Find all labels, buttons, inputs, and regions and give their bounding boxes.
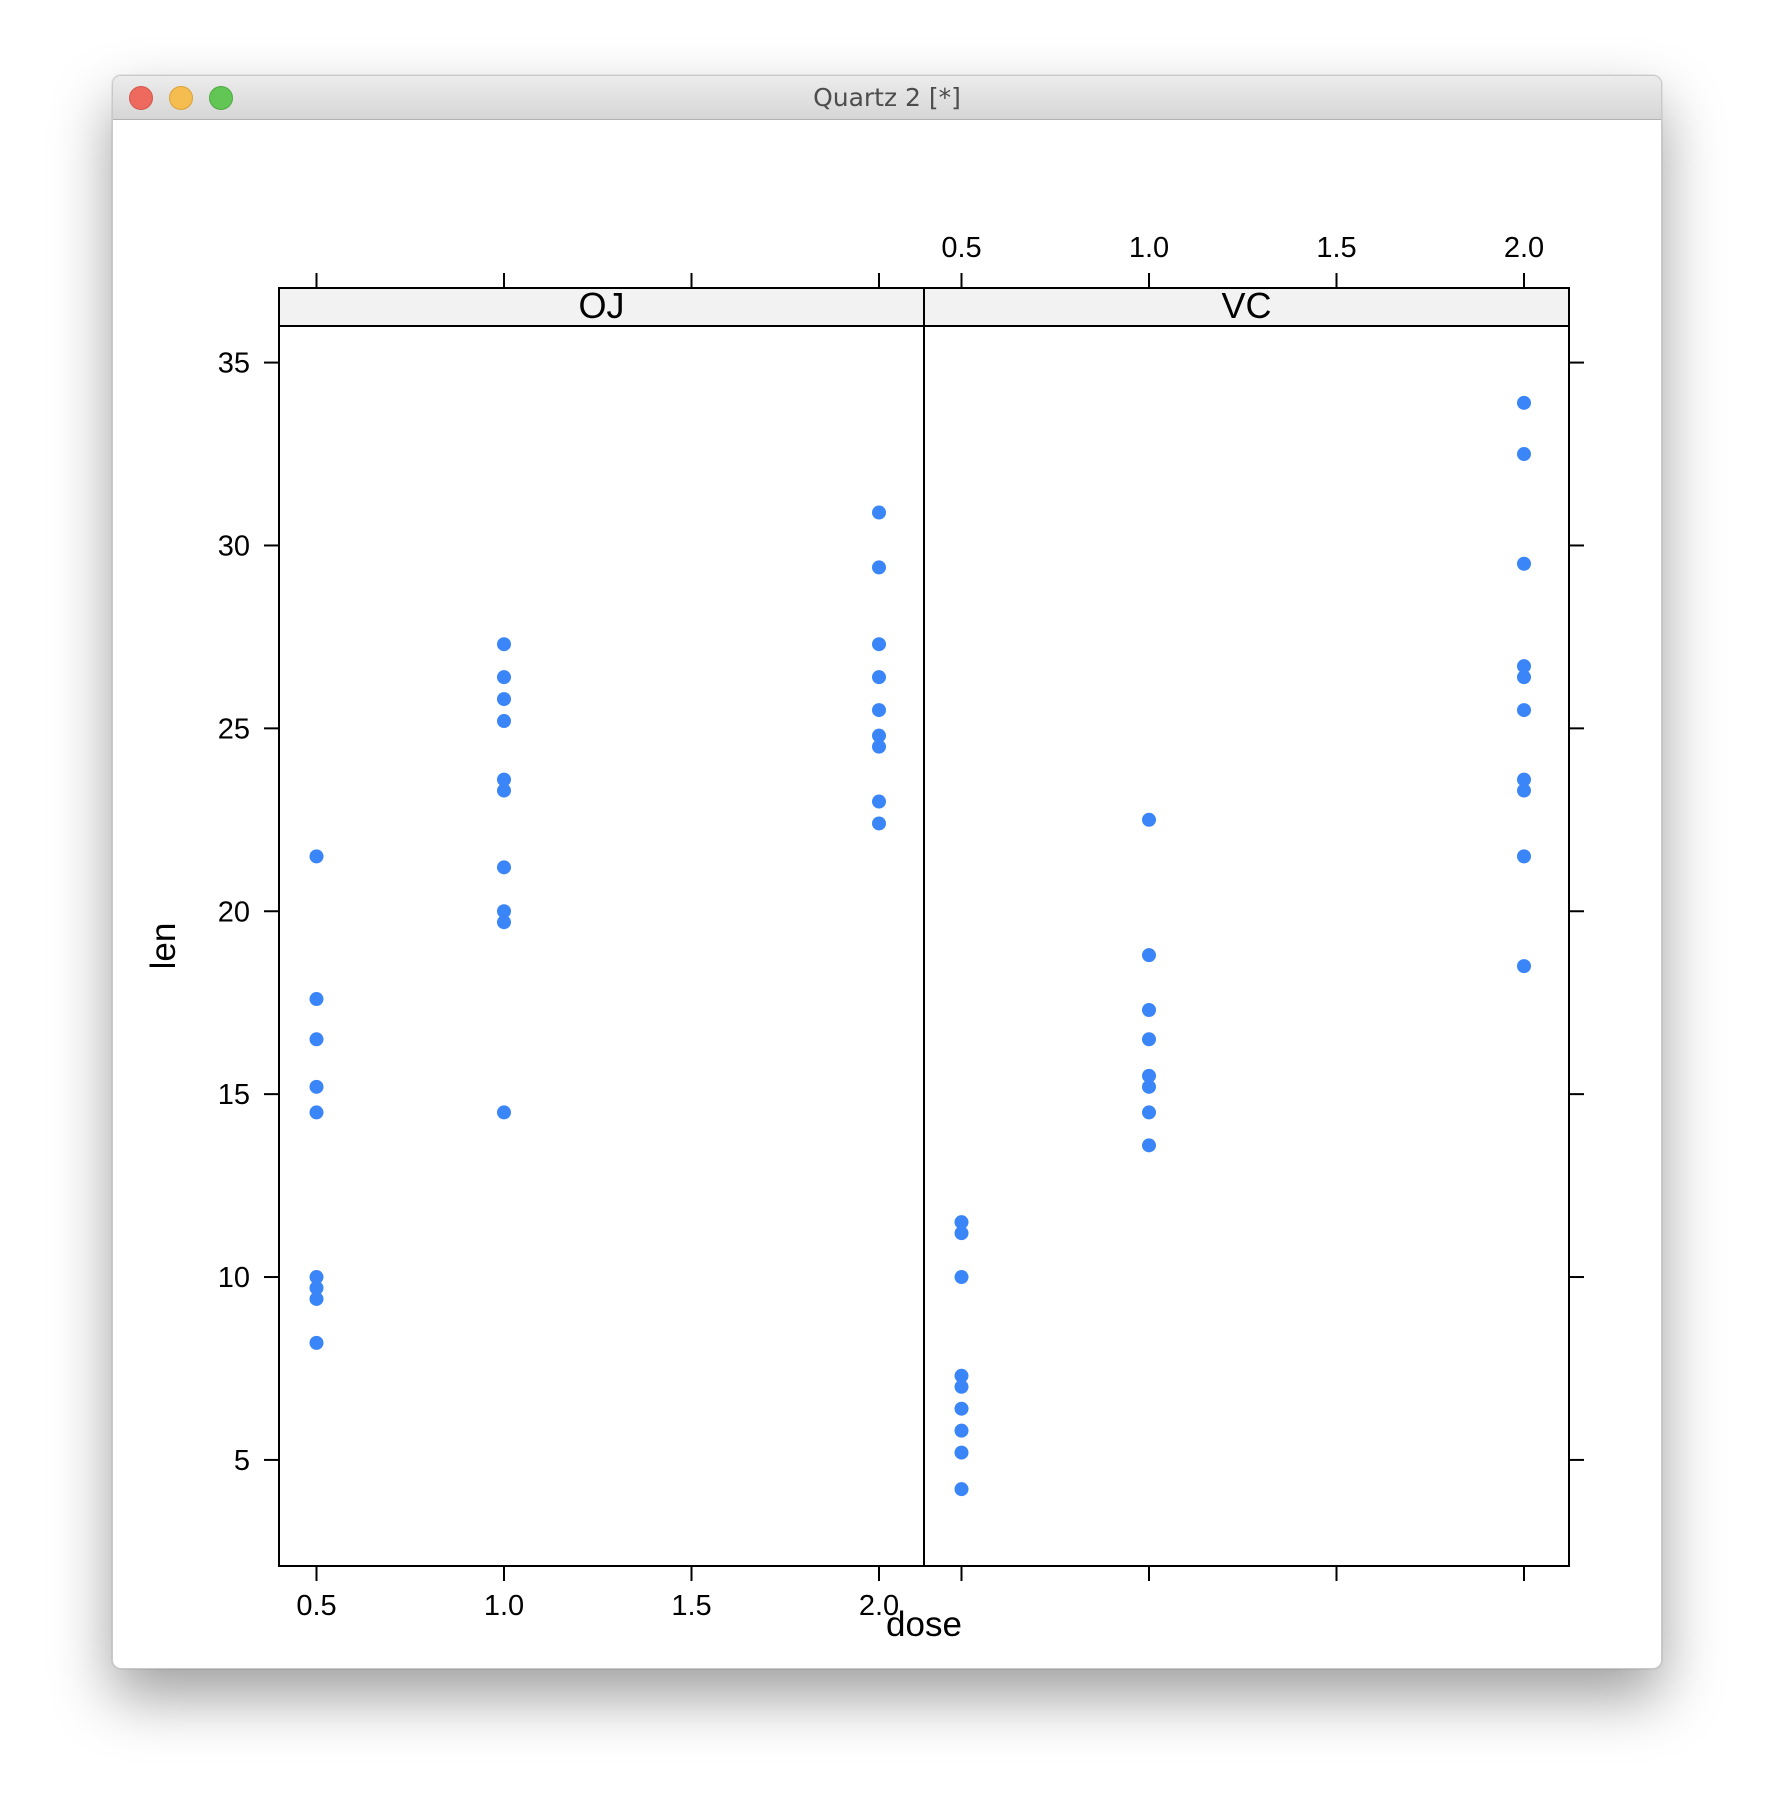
data-point-vc bbox=[1517, 703, 1531, 718]
strip-vc bbox=[923, 287, 1570, 327]
x-tick-label-bottom: 1.0 bbox=[484, 1590, 524, 1622]
data-point-vc bbox=[1517, 395, 1531, 410]
data-point-vc bbox=[1142, 948, 1156, 963]
data-point-vc bbox=[954, 1401, 969, 1416]
data-point-oj bbox=[497, 637, 511, 652]
data-point-oj bbox=[872, 637, 886, 652]
data-point-oj bbox=[872, 794, 886, 809]
data-point-oj bbox=[497, 860, 511, 875]
strip-label-vc: VC bbox=[1221, 285, 1271, 326]
data-point-vc bbox=[1142, 1079, 1156, 1094]
title-bar[interactable]: Quartz 2 [*] bbox=[113, 76, 1661, 120]
data-point-oj bbox=[497, 714, 511, 729]
data-point-vc bbox=[954, 1270, 969, 1285]
data-point-oj bbox=[497, 670, 511, 685]
y-tick-label: 5 bbox=[234, 1445, 250, 1477]
zoom-button[interactable] bbox=[209, 86, 233, 110]
y-tick-label: 25 bbox=[218, 713, 250, 745]
x-axis-title: dose bbox=[886, 1605, 962, 1644]
data-point-vc bbox=[954, 1226, 969, 1241]
minimize-button[interactable] bbox=[169, 86, 193, 110]
data-point-vc bbox=[1517, 959, 1531, 974]
x-tick-label-top: 1.0 bbox=[1129, 232, 1169, 264]
data-point-vc bbox=[1142, 1138, 1156, 1153]
data-point-oj bbox=[497, 915, 511, 930]
y-tick-label: 30 bbox=[218, 530, 250, 562]
data-point-oj bbox=[309, 1281, 324, 1296]
data-point-oj bbox=[309, 1105, 324, 1120]
data-point-vc bbox=[954, 1368, 969, 1383]
panel-frame-vc bbox=[923, 325, 1570, 1567]
strip-label-oj: OJ bbox=[578, 285, 624, 326]
data-point-oj bbox=[497, 904, 511, 919]
data-point-oj bbox=[872, 703, 886, 718]
data-point-vc bbox=[954, 1379, 969, 1394]
data-point-oj bbox=[872, 560, 886, 575]
data-point-oj bbox=[309, 1291, 324, 1306]
data-point-oj bbox=[497, 772, 511, 787]
x-tick-label-top: 0.5 bbox=[941, 232, 981, 264]
data-point-oj bbox=[309, 1270, 324, 1285]
x-tick-label-bottom: 0.5 bbox=[296, 1590, 336, 1622]
close-button[interactable] bbox=[129, 86, 153, 110]
data-point-vc bbox=[1142, 1032, 1156, 1047]
data-point-oj bbox=[872, 728, 886, 743]
data-point-vc bbox=[1142, 1068, 1156, 1083]
y-tick-label: 35 bbox=[218, 348, 250, 380]
data-point-oj bbox=[309, 992, 324, 1007]
x-tick-label-bottom: 2.0 bbox=[859, 1590, 899, 1622]
data-point-vc bbox=[1142, 1003, 1156, 1018]
y-tick-label: 20 bbox=[218, 896, 250, 928]
data-point-oj bbox=[872, 816, 886, 831]
lattice-scatter-plot: OJ VC 5 10 15 20 25 30 35 0.5 0.5 1.0 1.0 1.5 1.5 2.0 2.… bbox=[144, 232, 1584, 1644]
panel-frame-oj bbox=[278, 325, 925, 1567]
data-point-oj bbox=[497, 692, 511, 707]
data-point-oj bbox=[872, 739, 886, 754]
data-point-vc bbox=[1517, 670, 1531, 685]
y-tick-label: 10 bbox=[218, 1262, 250, 1294]
data-point-vc bbox=[1517, 659, 1531, 674]
data-point-vc bbox=[954, 1482, 969, 1497]
data-point-vc bbox=[1517, 447, 1531, 462]
data-point-vc bbox=[1142, 1105, 1156, 1120]
data-point-oj bbox=[872, 670, 886, 685]
y-axis-title: len bbox=[144, 923, 183, 970]
window-title: Quartz 2 [*] bbox=[813, 83, 961, 112]
data-point-vc bbox=[1517, 783, 1531, 798]
data-point-vc bbox=[1517, 556, 1531, 571]
data-point-vc bbox=[1142, 812, 1156, 827]
data-point-oj bbox=[309, 849, 324, 864]
data-point-oj bbox=[872, 505, 886, 520]
data-point-oj bbox=[497, 1105, 511, 1120]
x-tick-label-bottom: 1.5 bbox=[671, 1590, 711, 1622]
y-tick-label: 15 bbox=[218, 1079, 250, 1111]
data-point-vc bbox=[1517, 772, 1531, 787]
data-point-vc bbox=[954, 1423, 969, 1438]
data-point-vc bbox=[954, 1215, 969, 1230]
data-point-oj bbox=[309, 1079, 324, 1094]
data-point-vc bbox=[954, 1445, 969, 1460]
data-point-oj bbox=[497, 783, 511, 798]
data-point-oj bbox=[309, 1032, 324, 1047]
x-tick-label-top: 1.5 bbox=[1316, 232, 1356, 264]
plot-window: Quartz 2 [*] OJ VC 5 10 15 20 25 30 35 0.5 0.5 1.0 1… bbox=[112, 75, 1662, 1669]
x-tick-label-top: 2.0 bbox=[1504, 232, 1544, 264]
data-point-oj bbox=[309, 1335, 324, 1350]
data-point-vc bbox=[1517, 849, 1531, 864]
